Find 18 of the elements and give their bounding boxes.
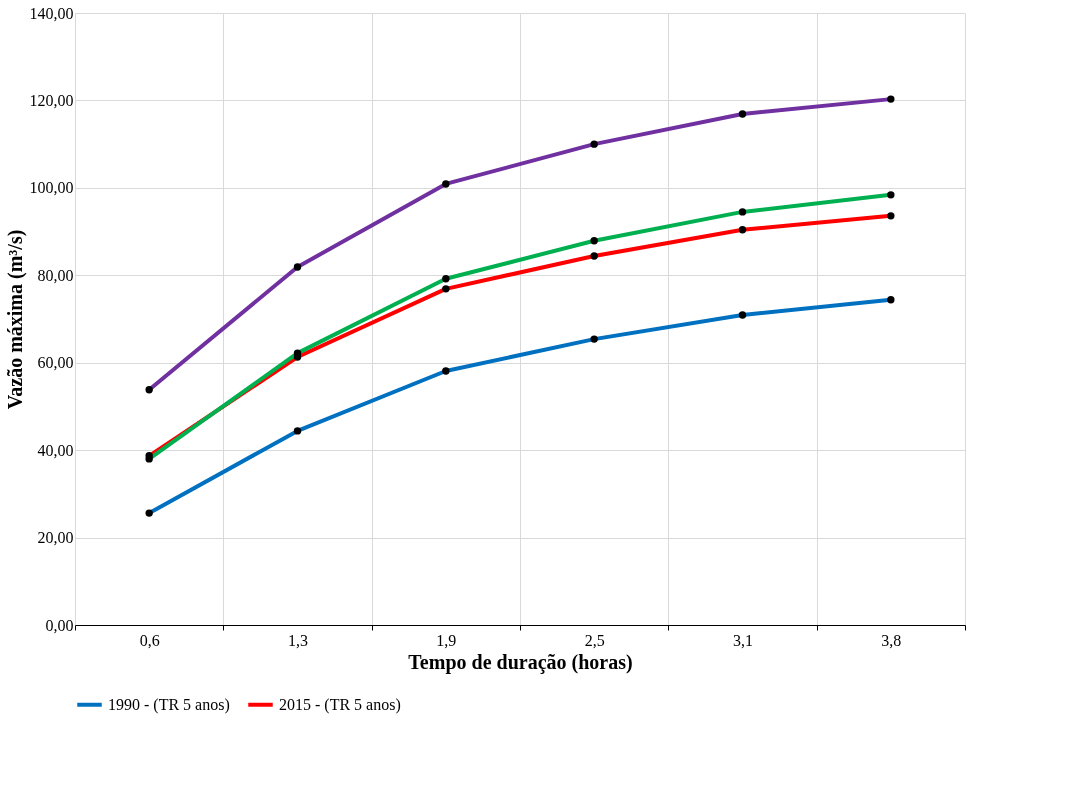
- y-axis-title: Vazão máxima (m³/s): [3, 229, 27, 410]
- y-tick-label: 40,00: [37, 441, 74, 459]
- x-tick-label: 3,1: [733, 631, 753, 649]
- x-axis-title: Tempo de duração (horas): [408, 650, 633, 674]
- x-tick-label: 1,3: [288, 631, 308, 649]
- y-tick-label: 140,00: [29, 4, 74, 22]
- y-tick-label: 20,00: [37, 529, 74, 547]
- x-tick-label: 1,9: [436, 631, 457, 649]
- legend-label: 1990 - (TR 5 anos): [108, 695, 230, 714]
- y-tick-label: 120,00: [29, 91, 74, 109]
- legend-label: 2015 - (TR 5 anos): [279, 695, 401, 714]
- x-tick-label: 2,5: [584, 631, 605, 649]
- y-tick-label: 80,00: [37, 266, 74, 284]
- y-tick-label: 0,00: [45, 616, 74, 634]
- x-tick-label: 0,6: [139, 631, 160, 649]
- y-tick-label: 60,00: [37, 354, 74, 372]
- y-tick-label: 100,00: [29, 179, 74, 197]
- x-tick-label: 3,8: [881, 631, 902, 649]
